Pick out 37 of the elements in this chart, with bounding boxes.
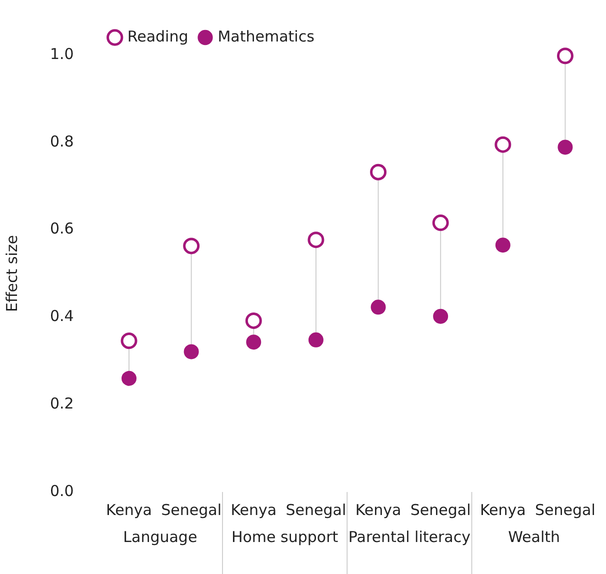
y-tick-label: 1.0 [50,44,74,63]
point [184,344,199,360]
x-tick-label: Senegal [286,500,346,519]
x-tick-label: Senegal [410,500,471,519]
point [494,136,512,153]
point [433,308,448,324]
point [308,232,324,248]
x-tick-label: Kenya [480,500,526,519]
y-tick-label: 0.6 [50,220,74,238]
point [370,300,386,315]
point [120,332,138,350]
point [370,164,387,180]
legend-label: Reading [127,27,188,46]
text: Home support [231,528,338,546]
y-axis-title: Effect size [2,234,21,312]
x-tick-label: Kenya [355,500,402,519]
legend-label: Mathematics [218,27,315,46]
point [308,332,324,348]
text: Parental literacy [348,528,471,546]
point [245,312,262,329]
point [558,140,573,155]
point [246,334,262,350]
point [183,238,200,254]
point [432,214,449,232]
y-tick-label: 0.2 [50,394,74,412]
text: Wealth [508,528,560,546]
x-tick-label: Senegal [161,500,222,519]
x-tick-label: Kenya [106,500,152,519]
point [495,238,510,253]
point [122,370,137,386]
point [556,48,574,64]
y-tick-label: 0.0 [50,482,74,500]
y-tick-label: 0.8 [50,132,74,150]
x-tick-label: Kenya [230,500,277,519]
x-tick-label: Senegal [535,500,596,519]
y-tick-label: 0.4 [50,307,74,326]
text: Language [123,528,198,546]
